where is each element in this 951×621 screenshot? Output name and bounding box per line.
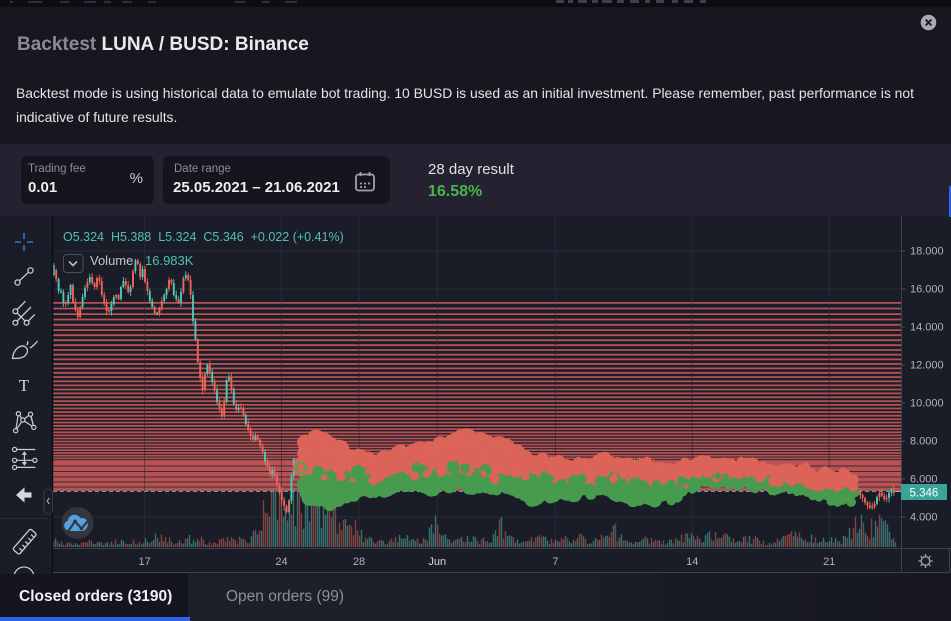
svg-text:T: T [19, 376, 30, 395]
svg-text:8.000: 8.000 [910, 436, 938, 448]
svg-text:24: 24 [275, 556, 287, 568]
svg-text:Volume: Volume [90, 253, 133, 268]
svg-text:16.000: 16.000 [910, 284, 944, 296]
svg-text:Jun: Jun [428, 556, 446, 568]
svg-text:14.000: 14.000 [910, 322, 944, 334]
svg-text:5.346: 5.346 [910, 488, 939, 500]
svg-text:28: 28 [353, 556, 365, 568]
svg-text:16.983K: 16.983K [145, 253, 194, 268]
svg-text:6.000: 6.000 [910, 474, 938, 486]
svg-text:12.000: 12.000 [910, 360, 944, 372]
svg-text:7: 7 [552, 556, 558, 568]
svg-text:17: 17 [138, 556, 150, 568]
svg-text:21: 21 [823, 556, 835, 568]
svg-text:O5.324 H5.388 L5.324 C5.346: O5.324 H5.388 L5.324 C5.346 +0.022 (+0.4… [63, 230, 344, 244]
svg-text:18.000: 18.000 [910, 246, 944, 258]
svg-text:10.000: 10.000 [910, 398, 944, 410]
svg-text:14: 14 [686, 556, 698, 568]
svg-text:4.000: 4.000 [910, 512, 938, 524]
